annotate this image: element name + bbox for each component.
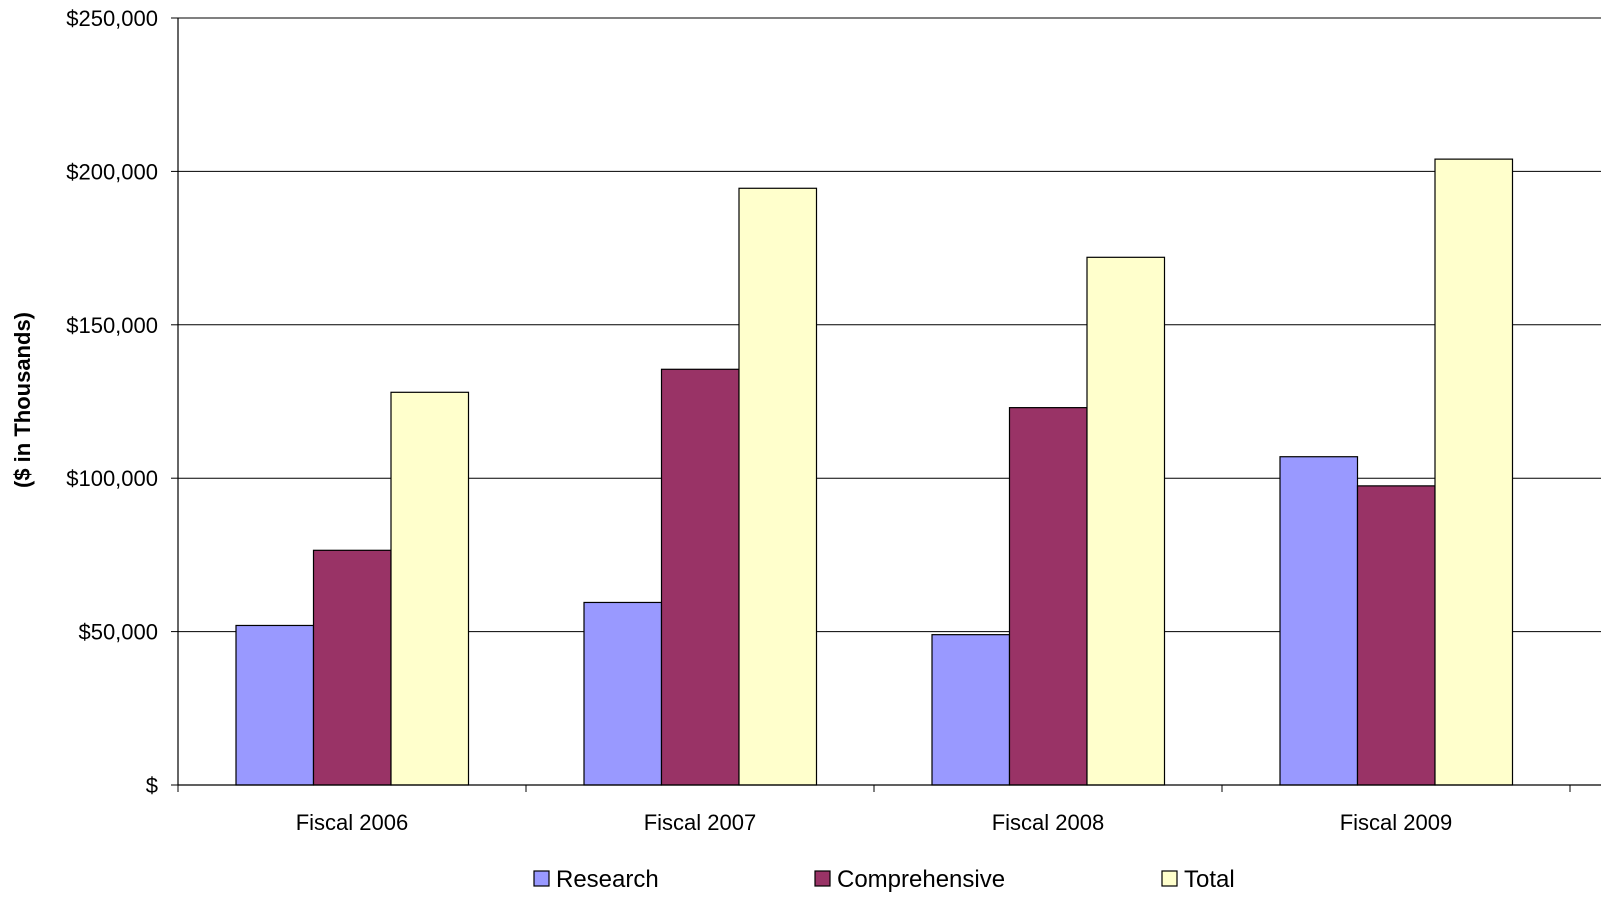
x-tick-label: Fiscal 2009 — [1340, 810, 1453, 835]
y-tick-label: $100,000 — [66, 466, 158, 491]
bar-total — [738, 187, 818, 786]
legend: Research Comprehensive Total — [533, 866, 1235, 893]
y-tick-labels: $ $50,000 $100,000 $150,000 $200,000 $250,000 — [66, 6, 158, 798]
y-tick-label: $250,000 — [66, 6, 158, 31]
legend-swatch-research — [533, 870, 550, 887]
legend-label-total: Total — [1184, 866, 1235, 893]
y-axis-label: ($ in Thousands) — [10, 312, 35, 488]
bar-comprehensive — [1008, 407, 1088, 786]
bar-total — [1434, 158, 1514, 786]
legend-label-comprehensive: Comprehensive — [837, 866, 1005, 893]
x-tick-labels: Fiscal 2006 Fiscal 2007 Fiscal 2008 Fiscal … — [296, 810, 1453, 835]
axes — [171, 17, 1601, 792]
x-tick-label: Fiscal 2008 — [992, 810, 1105, 835]
x-tick-label: Fiscal 2007 — [644, 810, 757, 835]
bar-comprehensive — [312, 549, 392, 786]
bar-comprehensive — [1356, 485, 1436, 786]
y-tick-label: $50,000 — [78, 620, 158, 645]
bar-research — [931, 634, 1011, 786]
bar-research — [235, 624, 315, 786]
bar-total — [1086, 256, 1166, 786]
bars — [235, 158, 1514, 786]
legend-swatch-comprehensive — [814, 870, 831, 887]
y-tick-label: $150,000 — [66, 313, 158, 338]
y-tick-label: $200,000 — [66, 159, 158, 184]
legend-label-research: Research — [556, 866, 659, 893]
y-tick-label: $ — [146, 773, 158, 798]
bar-research — [1279, 456, 1359, 786]
x-tick-label: Fiscal 2006 — [296, 810, 409, 835]
legend-swatch-total — [1161, 870, 1178, 887]
bar-total — [390, 391, 470, 786]
bar-research — [583, 601, 663, 786]
bar-comprehensive — [660, 368, 740, 786]
